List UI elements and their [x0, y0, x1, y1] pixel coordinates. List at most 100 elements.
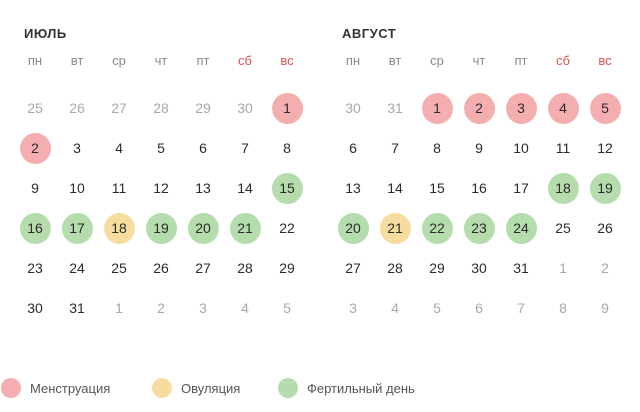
day-cell[interactable]: 28: [224, 248, 266, 288]
day-number: 15: [429, 180, 445, 196]
day-cell-menstruation[interactable]: 1: [416, 88, 458, 128]
legend-item-menstruation: Менструация: [1, 377, 110, 399]
day-number: 18: [547, 172, 579, 204]
day-cell[interactable]: 16: [458, 168, 500, 208]
day-number: 3: [199, 300, 207, 316]
day-cell[interactable]: 10: [56, 168, 98, 208]
day-cell-fertile[interactable]: 22: [416, 208, 458, 248]
day-cell[interactable]: 25: [542, 208, 584, 248]
day-cell[interactable]: 6: [332, 128, 374, 168]
day-cell-fertile[interactable]: 18: [542, 168, 584, 208]
day-cell[interactable]: 15: [416, 168, 458, 208]
day-number: 14: [387, 180, 403, 196]
day-number: 13: [195, 180, 211, 196]
day-cell-fertile[interactable]: 20: [332, 208, 374, 248]
day-cell[interactable]: 30: [14, 288, 56, 328]
month-title: Август: [342, 26, 397, 41]
day-cell-fertile[interactable]: 24: [500, 208, 542, 248]
day-number: 29: [195, 100, 211, 116]
day-cell-menstruation[interactable]: 4: [542, 88, 584, 128]
day-cell[interactable]: 13: [182, 168, 224, 208]
day-cell-ovulation[interactable]: 18: [98, 208, 140, 248]
day-cell-menstruation[interactable]: 3: [500, 88, 542, 128]
day-number: 9: [601, 300, 609, 316]
day-cell: 6: [458, 288, 500, 328]
day-cell[interactable]: 6: [182, 128, 224, 168]
day-cell: 31: [374, 88, 416, 128]
day-cell[interactable]: 22: [266, 208, 308, 248]
legend-label: Овуляция: [181, 380, 241, 396]
day-cell[interactable]: 27: [182, 248, 224, 288]
day-cell[interactable]: 11: [542, 128, 584, 168]
day-cell[interactable]: 26: [584, 208, 626, 248]
day-cell[interactable]: 9: [458, 128, 500, 168]
day-cell-menstruation[interactable]: 2: [14, 128, 56, 168]
weekday-mon: пн: [27, 53, 43, 68]
day-cell[interactable]: 24: [56, 248, 98, 288]
day-cell[interactable]: 12: [140, 168, 182, 208]
day-cell[interactable]: 26: [140, 248, 182, 288]
day-number: 7: [517, 300, 525, 316]
day-cell[interactable]: 25: [98, 248, 140, 288]
day-number: 6: [475, 300, 483, 316]
day-number: 11: [111, 180, 127, 196]
day-cell[interactable]: 11: [98, 168, 140, 208]
day-cell-fertile[interactable]: 16: [14, 208, 56, 248]
day-number: 24: [505, 212, 537, 244]
day-cell-fertile[interactable]: 23: [458, 208, 500, 248]
day-cell: 8: [542, 288, 584, 328]
day-cell[interactable]: 10: [500, 128, 542, 168]
day-cell-fertile[interactable]: 19: [140, 208, 182, 248]
day-number: 21: [379, 212, 411, 244]
weekday-sat: сб: [238, 53, 252, 68]
day-cell: 4: [374, 288, 416, 328]
day-cell[interactable]: 5: [140, 128, 182, 168]
day-cell[interactable]: 7: [374, 128, 416, 168]
day-number: 16: [471, 180, 487, 196]
day-cell[interactable]: 31: [500, 248, 542, 288]
day-number: 2: [19, 132, 51, 164]
day-cell[interactable]: 23: [14, 248, 56, 288]
day-cell[interactable]: 8: [266, 128, 308, 168]
day-cell-fertile[interactable]: 17: [56, 208, 98, 248]
day-cell-ovulation[interactable]: 21: [374, 208, 416, 248]
day-cell[interactable]: 29: [266, 248, 308, 288]
day-cell[interactable]: 12: [584, 128, 626, 168]
day-number: 8: [283, 140, 291, 156]
day-cell[interactable]: 13: [332, 168, 374, 208]
day-cell[interactable]: 14: [374, 168, 416, 208]
day-cell[interactable]: 31: [56, 288, 98, 328]
day-cell[interactable]: 27: [332, 248, 374, 288]
weekday-thu: чт: [154, 53, 168, 68]
day-cell[interactable]: 7: [224, 128, 266, 168]
day-cell-menstruation[interactable]: 5: [584, 88, 626, 128]
day-cell[interactable]: 17: [500, 168, 542, 208]
day-number: 3: [505, 92, 537, 124]
day-number: 11: [555, 140, 571, 156]
ovulation-dot-icon: [152, 378, 172, 398]
day-number: 28: [153, 100, 169, 116]
day-cell[interactable]: 29: [416, 248, 458, 288]
weekday-tue: вт: [70, 53, 84, 68]
day-cell[interactable]: 8: [416, 128, 458, 168]
day-number: 17: [61, 212, 93, 244]
day-cell: 5: [416, 288, 458, 328]
day-cell-fertile[interactable]: 20: [182, 208, 224, 248]
day-cell[interactable]: 3: [56, 128, 98, 168]
day-number: 15: [271, 172, 303, 204]
day-cell[interactable]: 9: [14, 168, 56, 208]
day-number: 31: [69, 300, 85, 316]
day-number: 31: [387, 100, 403, 116]
menstruation-dot-icon: [1, 378, 21, 398]
day-cell-fertile[interactable]: 19: [584, 168, 626, 208]
weekday-header: пн вт ср чт пт сб вс: [14, 53, 306, 69]
day-cell-menstruation[interactable]: 2: [458, 88, 500, 128]
day-cell[interactable]: 28: [374, 248, 416, 288]
day-cell[interactable]: 4: [98, 128, 140, 168]
day-cell[interactable]: 30: [458, 248, 500, 288]
day-cell-fertile[interactable]: 21: [224, 208, 266, 248]
day-cell-menstruation[interactable]: 1: [266, 88, 308, 128]
day-cell[interactable]: 14: [224, 168, 266, 208]
day-cell-fertile[interactable]: 15: [266, 168, 308, 208]
day-number: 25: [27, 100, 43, 116]
